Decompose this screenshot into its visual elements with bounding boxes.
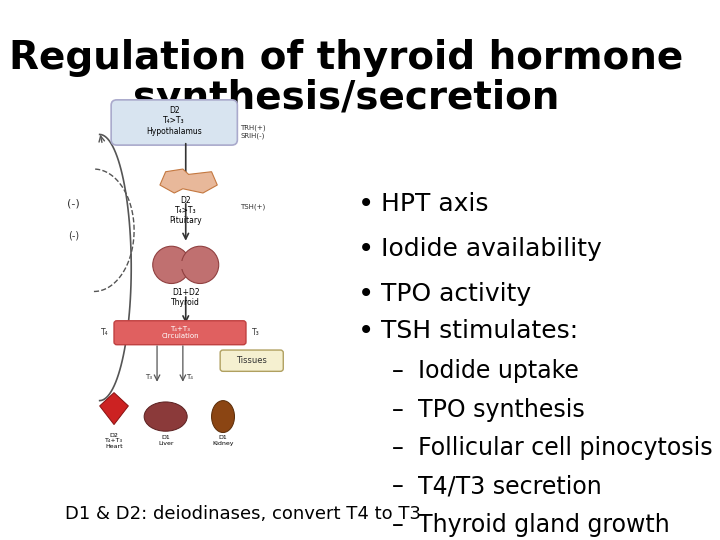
Text: T₃: T₃ <box>145 374 153 380</box>
Text: D2
T₄+T₃
Heart: D2 T₄+T₃ Heart <box>105 433 123 449</box>
FancyBboxPatch shape <box>111 100 238 145</box>
FancyBboxPatch shape <box>220 350 283 372</box>
Text: D1
Kidney: D1 Kidney <box>212 435 234 446</box>
Text: TPO synthesis: TPO synthesis <box>418 397 585 422</box>
Text: Tissues: Tissues <box>236 356 267 365</box>
Text: –: – <box>392 512 404 537</box>
Text: Iodide availability: Iodide availability <box>381 237 601 261</box>
Text: TRH(+)
SRIH(-): TRH(+) SRIH(-) <box>240 125 266 139</box>
Text: •: • <box>358 318 374 346</box>
Ellipse shape <box>144 402 187 431</box>
Text: •: • <box>358 280 374 308</box>
Text: Regulation of thyroid hormone: Regulation of thyroid hormone <box>9 39 683 77</box>
Text: TSH stimulates:: TSH stimulates: <box>381 319 578 343</box>
Text: Iodide uptake: Iodide uptake <box>418 359 579 383</box>
Text: –: – <box>392 474 404 498</box>
Text: T₄: T₄ <box>186 374 193 380</box>
Text: D1 & D2: deiodinases, convert T4 to T3: D1 & D2: deiodinases, convert T4 to T3 <box>66 505 421 523</box>
Text: (-): (-) <box>68 231 79 241</box>
Text: D1
Liver: D1 Liver <box>158 435 174 446</box>
Ellipse shape <box>181 246 219 284</box>
Text: –: – <box>392 397 404 422</box>
Text: D1+D2
Thyroid: D1+D2 Thyroid <box>171 288 200 307</box>
Text: TPO activity: TPO activity <box>381 282 531 306</box>
Polygon shape <box>160 169 217 193</box>
Text: synthesis/secretion: synthesis/secretion <box>133 79 559 117</box>
Text: Follicular cell pinocytosis: Follicular cell pinocytosis <box>418 436 713 460</box>
Ellipse shape <box>212 401 235 433</box>
Text: HPT axis: HPT axis <box>381 192 488 215</box>
Text: (-): (-) <box>68 199 80 208</box>
Ellipse shape <box>153 246 190 284</box>
Text: T₄+T₃
Circulation: T₄+T₃ Circulation <box>161 326 199 339</box>
Text: T4/T3 secretion: T4/T3 secretion <box>418 474 602 498</box>
Text: •: • <box>358 235 374 263</box>
Text: D2
T₄>T₃
Pituitary: D2 T₄>T₃ Pituitary <box>169 195 202 226</box>
Text: TSH(+): TSH(+) <box>240 203 266 210</box>
FancyBboxPatch shape <box>114 321 246 345</box>
Polygon shape <box>99 393 128 424</box>
Text: Thyroid gland growth: Thyroid gland growth <box>418 512 670 537</box>
Text: –: – <box>392 359 404 383</box>
Text: T₄: T₄ <box>101 328 108 337</box>
Text: T₃: T₃ <box>252 328 259 337</box>
Text: •: • <box>358 190 374 218</box>
Text: D2
T₄>T₃
Hypothalamus: D2 T₄>T₃ Hypothalamus <box>146 106 202 136</box>
Text: –: – <box>392 436 404 460</box>
Bar <box>177 261 194 269</box>
